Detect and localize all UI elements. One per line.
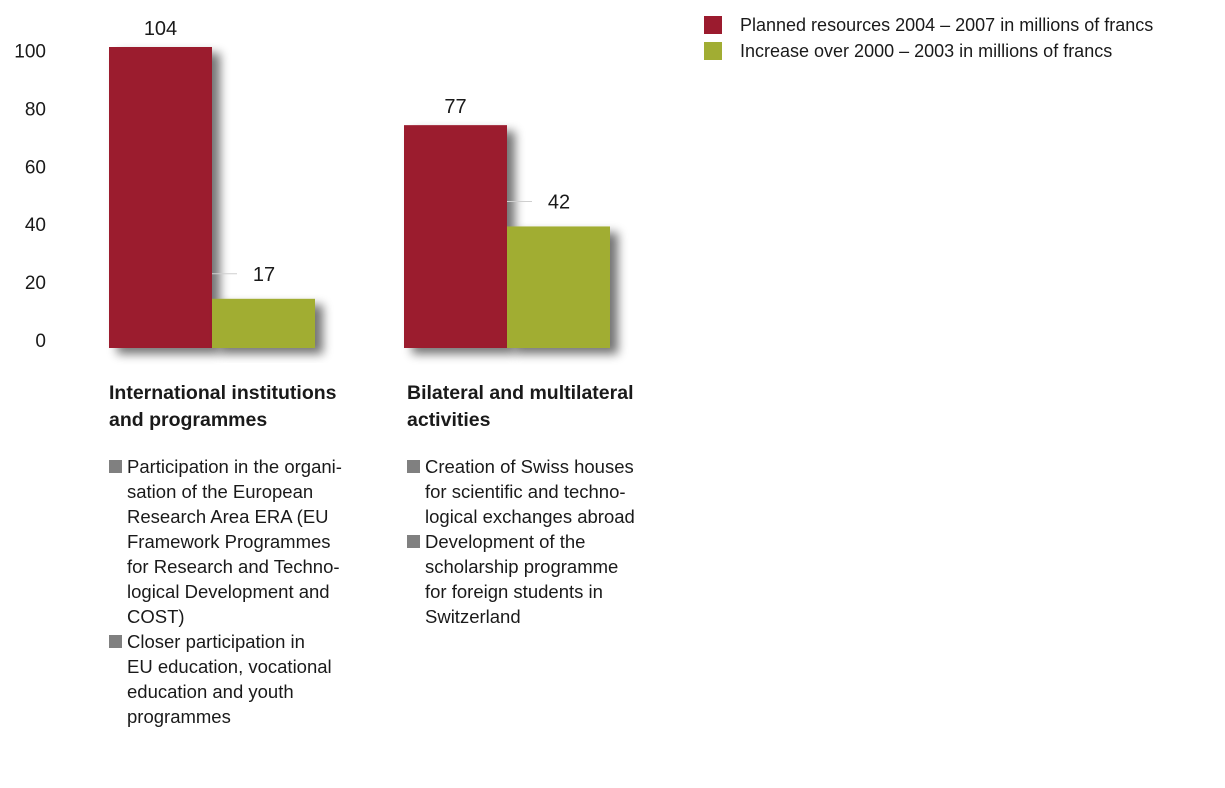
square-bullet-icon — [109, 635, 122, 648]
bullet-list-international: Participation in the organi- sation of t… — [109, 454, 384, 729]
bar-planned — [109, 47, 212, 348]
bullet-text: Creation of Swiss houses for scientific … — [425, 456, 635, 527]
legend-swatch-planned — [704, 16, 722, 34]
bar-value-label: 42 — [548, 191, 570, 213]
bullet-list-bilateral: Creation of Swiss houses for scientific … — [407, 454, 682, 629]
bar-increase — [212, 298, 315, 348]
bar-increase — [507, 226, 610, 348]
bar-chart: 0 20 40 60 80 100 104 17 77 42 — [14, 18, 610, 352]
y-tick-label: 80 — [25, 99, 46, 120]
bar-value-label: 77 — [444, 96, 466, 118]
legend-swatch-increase — [704, 42, 722, 60]
group-title-international: International institutions and programme… — [109, 382, 337, 431]
y-tick-label: 100 — [14, 42, 46, 63]
bar-value-label: 104 — [144, 18, 177, 40]
square-bullet-icon — [407, 535, 420, 548]
y-tick-label: 20 — [25, 273, 46, 294]
square-bullet-icon — [109, 460, 122, 473]
bullet-text: Development of the scholarship programme… — [425, 531, 619, 627]
group-title-bilateral: Bilateral and multilateral activities — [407, 382, 634, 431]
bullet-item: Closer participation in EU education, vo… — [109, 629, 384, 729]
y-tick-label: 0 — [35, 331, 46, 352]
y-tick-label: 40 — [25, 215, 46, 236]
legend-label-increase: Increase over 2000 – 2003 in millions of… — [740, 40, 1113, 61]
legend-item-increase: Increase over 2000 – 2003 in millions of… — [704, 38, 1153, 64]
legend-label-planned: Planned resources 2004 – 2007 in million… — [740, 14, 1154, 35]
bullet-item: Creation of Swiss houses for scientific … — [407, 454, 682, 529]
square-bullet-icon — [407, 460, 420, 473]
bullet-text: Participation in the organi- sation of t… — [127, 456, 342, 627]
bullet-item: Participation in the organi- sation of t… — [109, 454, 384, 629]
legend-item-planned: Planned resources 2004 – 2007 in million… — [704, 12, 1153, 38]
y-tick-label: 60 — [25, 157, 46, 178]
chart-legend: Planned resources 2004 – 2007 in million… — [704, 12, 1153, 64]
bullet-text: Closer participation in EU education, vo… — [127, 631, 332, 727]
bar-value-label: 17 — [253, 264, 275, 286]
group-international: International institutions and programme… — [109, 380, 384, 729]
bullet-item: Development of the scholarship programme… — [407, 529, 682, 629]
bar-planned — [404, 125, 507, 349]
group-bilateral: Bilateral and multilateral activities Cr… — [407, 380, 682, 629]
